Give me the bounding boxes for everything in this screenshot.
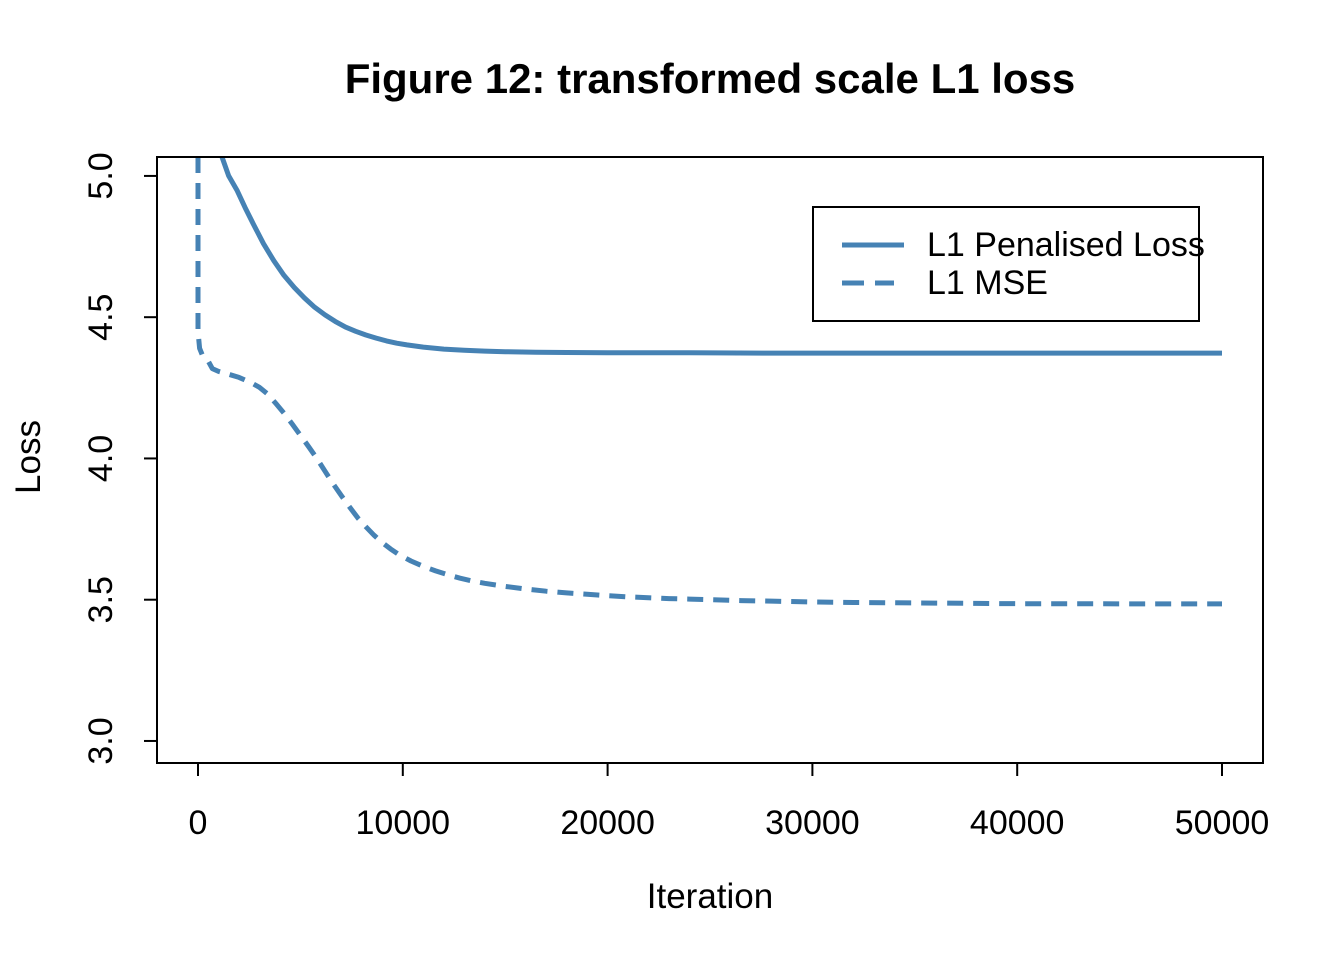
x-tick-label: 20000 — [560, 804, 655, 842]
y-tick-label: 4.5 — [82, 294, 120, 341]
legend-solid-line-icon — [842, 242, 904, 248]
y-tick-label: 4.0 — [82, 435, 120, 482]
x-tick-label: 30000 — [765, 804, 860, 842]
x-tick-label: 10000 — [356, 804, 451, 842]
y-axis-title: Loss — [9, 420, 48, 494]
x-tick-label: 40000 — [970, 804, 1065, 842]
y-tick-label: 3.0 — [82, 717, 120, 764]
legend-entry-penalised-loss: L1 Penalised Loss — [842, 226, 1205, 264]
legend-label-penalised-loss: L1 Penalised Loss — [927, 226, 1205, 264]
legend-entry-mse: L1 MSE — [842, 264, 1198, 302]
y-tick-label: 5.0 — [82, 152, 120, 199]
x-axis-title: Iteration — [646, 877, 774, 916]
series-line-solid — [219, 156, 1222, 356]
legend-dashed-line-icon — [842, 280, 904, 286]
plot-border — [156, 156, 1264, 764]
x-tick-label: 0 — [189, 804, 208, 842]
legend-label-mse: L1 MSE — [927, 264, 1048, 302]
x-tick-label: 50000 — [1175, 804, 1270, 842]
legend: L1 Penalised Loss L1 MSE — [812, 206, 1205, 322]
chart-title: Figure 12: transformed scale L1 loss — [344, 55, 1076, 102]
y-tick-label: 3.5 — [82, 576, 120, 623]
